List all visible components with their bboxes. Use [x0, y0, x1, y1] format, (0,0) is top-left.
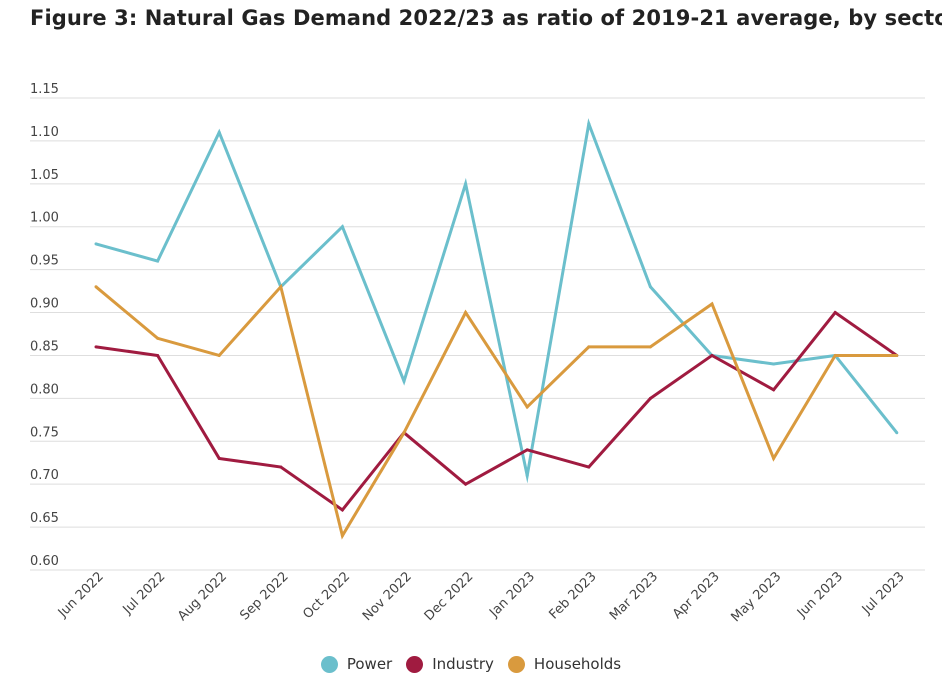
- gridlines: [30, 97, 925, 571]
- data-point-power: [217, 130, 221, 134]
- series-line-households: [95, 283, 897, 540]
- legend-swatch: [320, 655, 338, 673]
- x-tick-label: Jul 2022: [120, 569, 169, 618]
- y-tick-label: 0.70: [30, 468, 59, 483]
- y-tick-label: 0.80: [30, 382, 59, 397]
- y-tick-label: 0.95: [30, 254, 59, 269]
- data-point-power: [895, 431, 899, 435]
- legend: Power Industry Households: [0, 655, 942, 677]
- x-tick-label: Jun 2023: [794, 569, 846, 621]
- legend-label: Industry: [432, 655, 494, 673]
- legend-swatch: [406, 655, 424, 673]
- data-point-industry: [156, 353, 160, 357]
- y-tick-label: 1.10: [30, 125, 59, 140]
- data-point-industry: [587, 465, 591, 469]
- x-tick-label: Jun 2022: [55, 569, 107, 621]
- y-tick-label: 1.00: [30, 211, 59, 226]
- data-point-industry: [648, 396, 652, 400]
- x-tick-label: Sep 2022: [237, 569, 291, 623]
- legend-item-industry[interactable]: Industry: [406, 655, 494, 673]
- data-point-industry: [525, 448, 529, 452]
- data-point-industry: [279, 465, 283, 469]
- y-tick-label: 0.75: [30, 425, 59, 440]
- data-point-power: [772, 362, 776, 366]
- data-point-households: [833, 353, 837, 357]
- data-point-industry: [833, 311, 837, 315]
- data-point-households: [587, 345, 591, 349]
- data-point-households: [217, 353, 221, 357]
- data-point-industry: [217, 456, 221, 460]
- data-point-households: [648, 345, 652, 349]
- series-lines: [94, 118, 899, 540]
- data-point-households: [94, 285, 98, 289]
- data-point-industry: [710, 353, 714, 357]
- data-point-power: [402, 379, 406, 383]
- x-tick-label: Mar 2023: [607, 569, 661, 623]
- legend-item-households[interactable]: Households: [507, 655, 622, 673]
- y-tick-label: 0.65: [30, 511, 59, 526]
- data-point-industry: [464, 482, 468, 486]
- legend-label: Households: [533, 655, 622, 673]
- x-tick-label: Jan 2023: [486, 569, 538, 621]
- data-point-industry: [772, 388, 776, 392]
- y-tick-label: 0.60: [30, 554, 59, 569]
- data-point-power: [587, 122, 591, 126]
- y-tick-label: 0.85: [30, 339, 59, 354]
- line-chart: 1.15 1.10 1.05 1.00 0.95 0.90 0.85 0.80 0.75 0.70…: [30, 82, 925, 625]
- legend-item-power[interactable]: Power: [320, 655, 393, 673]
- data-point-power: [340, 225, 344, 229]
- data-point-households: [525, 405, 529, 409]
- x-tick-label: Aug 2022: [175, 569, 230, 624]
- series-line-industry: [95, 310, 898, 512]
- data-point-households: [895, 353, 899, 357]
- data-point-industry: [340, 508, 344, 512]
- data-point-households: [464, 311, 468, 315]
- data-point-power: [464, 182, 468, 186]
- data-point-power: [525, 474, 529, 478]
- data-point-power: [94, 242, 98, 246]
- x-tick-label: Nov 2022: [360, 569, 415, 624]
- data-point-households: [279, 285, 283, 289]
- legend-label: Power: [346, 655, 393, 673]
- data-point-households: [156, 336, 160, 340]
- legend-swatch: [507, 655, 525, 673]
- data-point-households: [402, 431, 406, 435]
- data-point-households: [710, 302, 714, 306]
- data-point-industry: [94, 345, 98, 349]
- series-line-power: [95, 118, 898, 484]
- x-tick-label: May 2023: [729, 569, 785, 625]
- x-axis-ticks: Jun 2022 Jul 2022 Aug 2022 Sep 2022 Oct 2022…: [55, 569, 908, 625]
- y-axis-ticks: 1.15 1.10 1.05 1.00 0.95 0.90 0.85 0.80 0.75 0.70…: [30, 82, 59, 569]
- x-tick-label: Feb 2023: [546, 569, 599, 622]
- data-point-households: [340, 534, 344, 538]
- y-tick-label: 1.05: [30, 168, 59, 183]
- data-point-power: [648, 285, 652, 289]
- data-point-power: [156, 259, 160, 263]
- x-tick-label: Jul 2023: [859, 569, 908, 618]
- y-tick-label: 0.90: [30, 297, 59, 312]
- data-point-households: [772, 456, 776, 460]
- x-tick-label: Dec 2022: [422, 569, 477, 624]
- x-tick-label: Apr 2023: [670, 569, 723, 622]
- y-tick-label: 1.15: [30, 82, 59, 97]
- chart-title: Figure 3: Natural Gas Demand 2022/23 as …: [30, 6, 942, 30]
- x-tick-label: Oct 2022: [300, 569, 353, 622]
